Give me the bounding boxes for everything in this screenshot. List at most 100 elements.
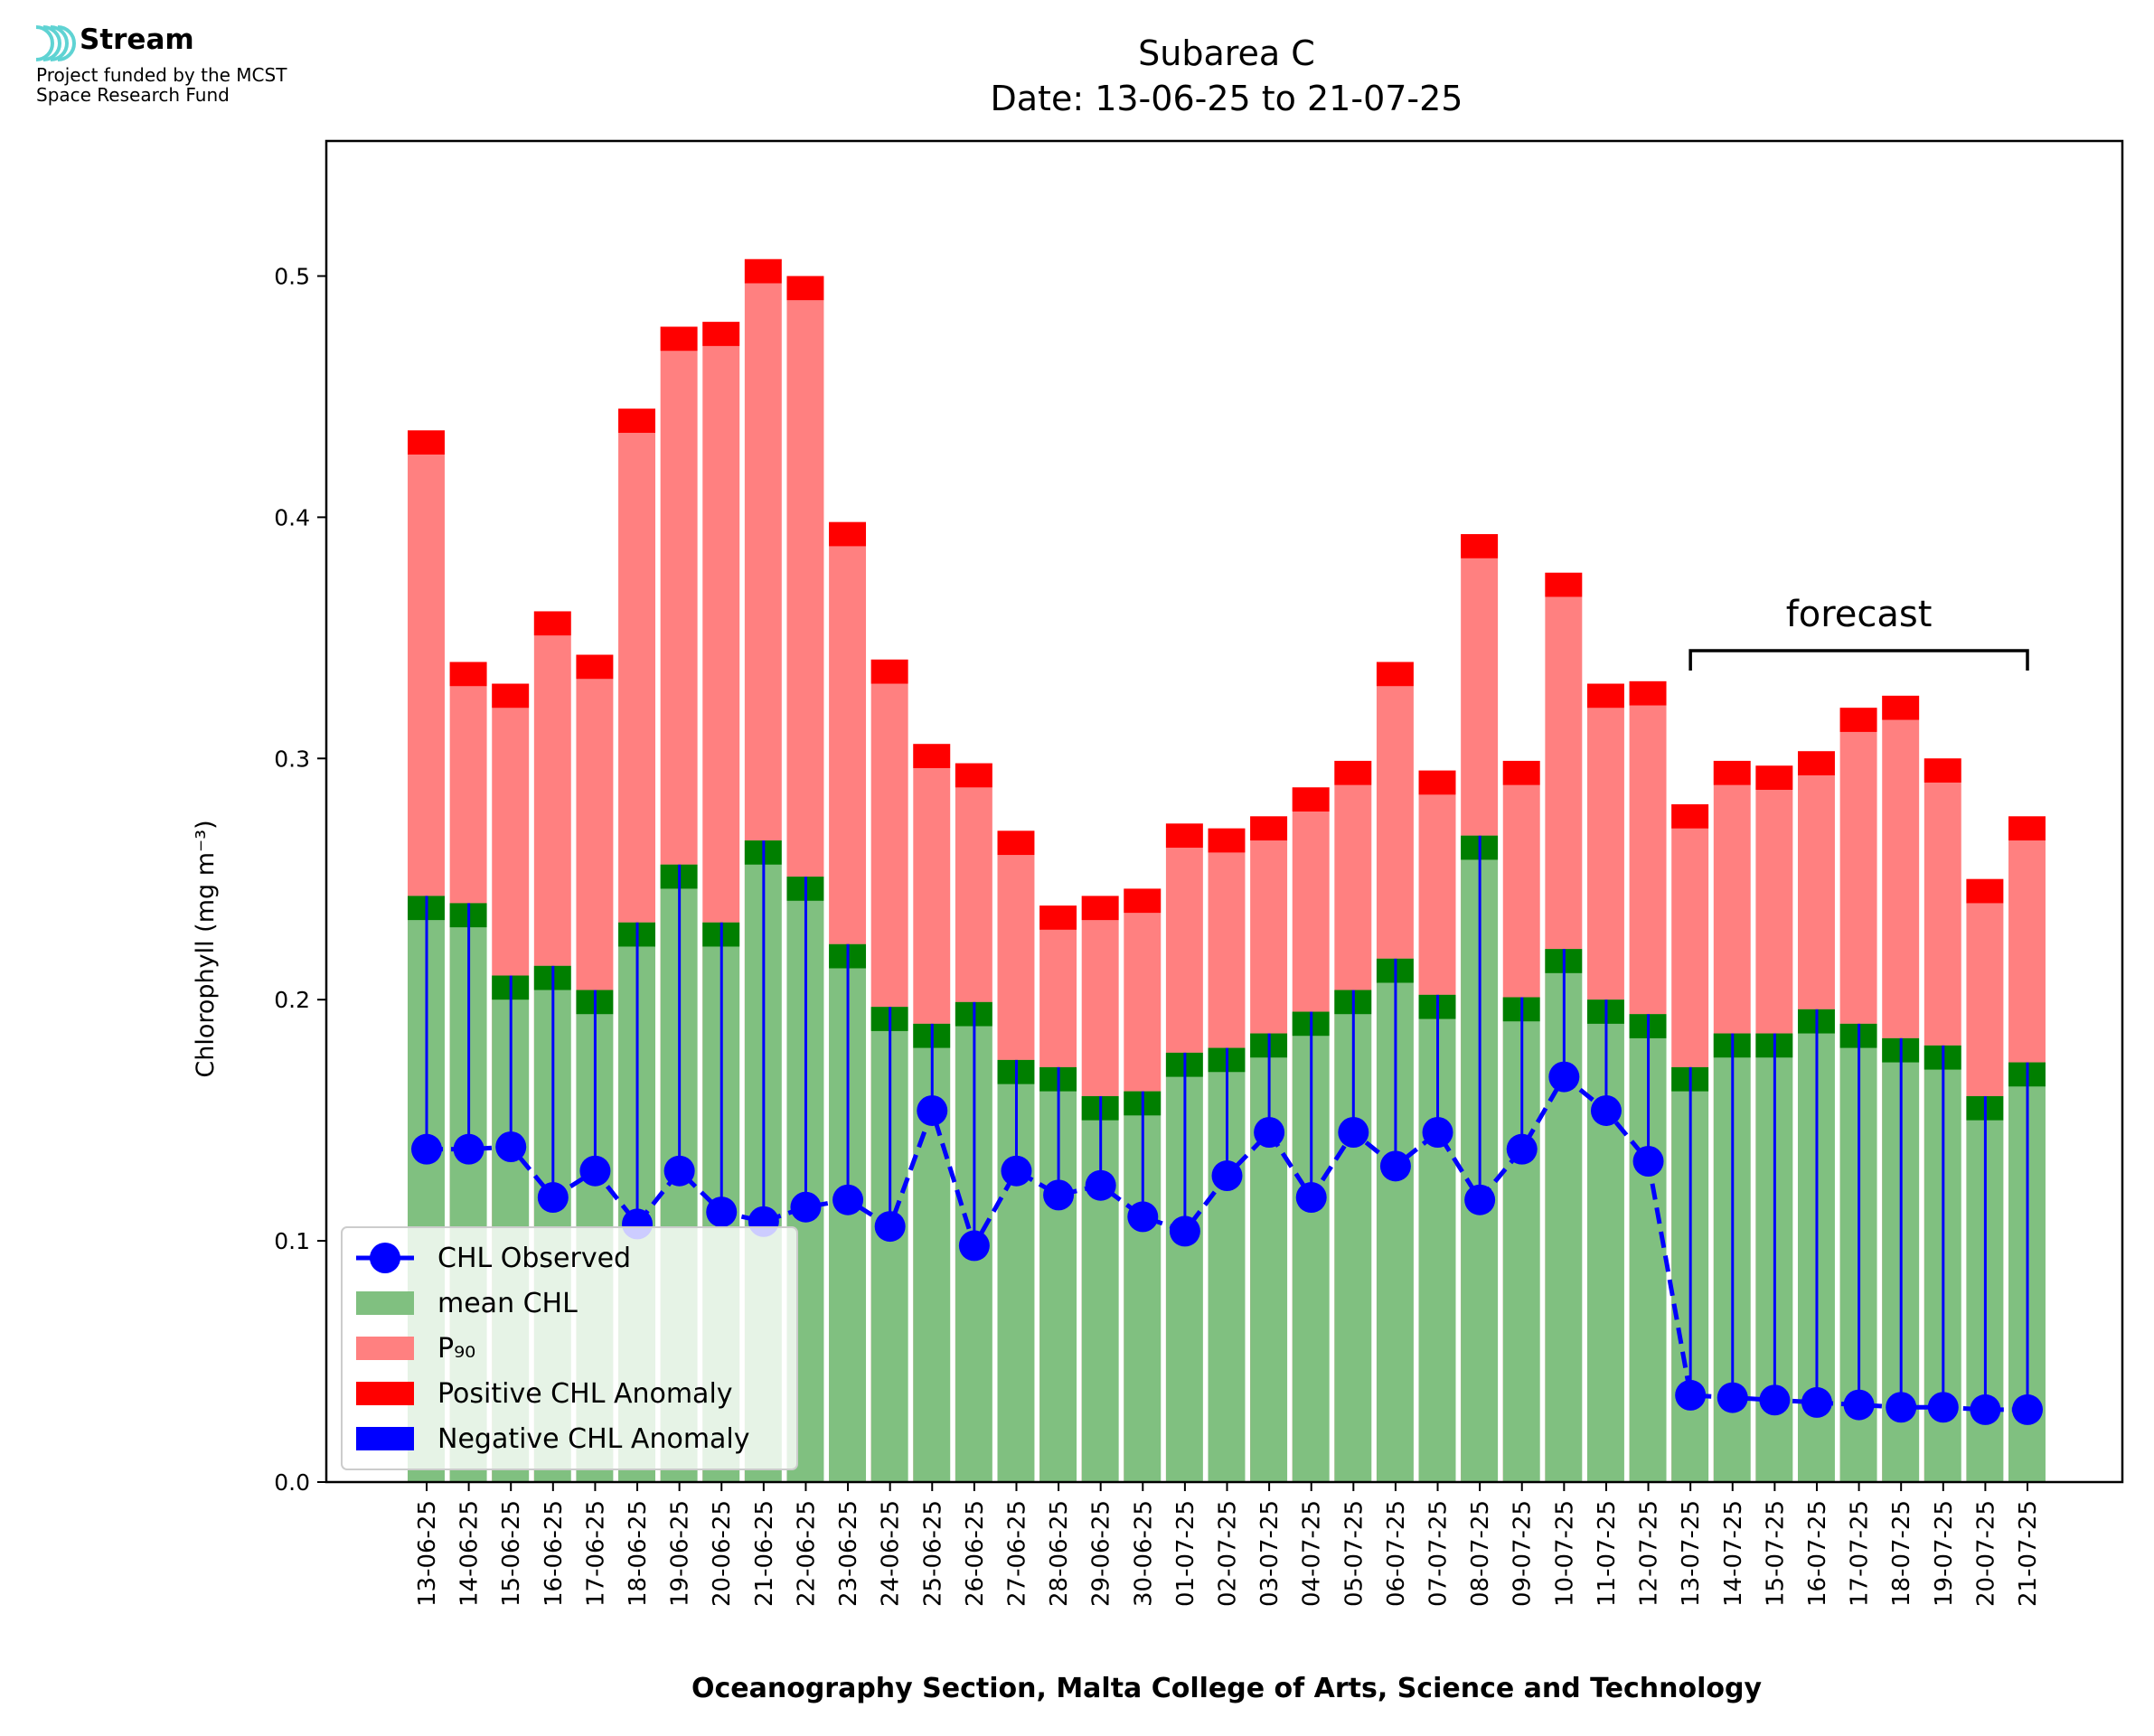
p90-cap [1839, 708, 1878, 732]
x-tick-label: 17-06-25 [582, 1500, 609, 1607]
p90-cap [1671, 803, 1710, 829]
x-tick-label: 18-06-25 [625, 1500, 652, 1607]
legend-marker-swatch [370, 1243, 400, 1273]
legend-swatch [356, 1291, 414, 1315]
observed-point [1632, 1146, 1664, 1178]
legend: CHL Observed mean CHL P₉₀ Positive CHL Anom… [341, 1226, 798, 1470]
y-axis-label: Chlorophyll (mg m⁻³) [192, 820, 220, 1077]
p90-cap [1924, 758, 1962, 783]
y-tick-label: 0.4 [274, 504, 310, 530]
x-tick-label: 06-07-25 [1383, 1500, 1410, 1607]
p90-cap [955, 763, 993, 788]
forecast-label: forecast [1786, 594, 1933, 635]
x-tick-label: 24-06-25 [878, 1500, 905, 1607]
p90-cap [1629, 680, 1668, 706]
p90-cap [1039, 906, 1078, 930]
observed-point [1717, 1382, 1748, 1413]
p90-cap [744, 258, 783, 284]
p90-cap [1418, 770, 1457, 795]
p90-cap [1713, 760, 1752, 785]
x-tick-label: 15-07-25 [1762, 1500, 1789, 1607]
logo-name: Stream [80, 23, 194, 56]
x-tick-label: 21-06-25 [751, 1500, 778, 1607]
p90-cap [1798, 751, 1836, 775]
p90-cap [408, 430, 446, 455]
observed-point [1169, 1215, 1200, 1247]
logo: Stream Project funded by the MCST Space … [33, 23, 287, 105]
observed-point [1085, 1169, 1116, 1201]
p90-cap [1376, 662, 1415, 687]
p90-cap [1081, 896, 1120, 921]
x-tick-label: 01-07-25 [1172, 1500, 1199, 1607]
x-tick-label: 12-07-25 [1636, 1500, 1663, 1607]
observed-point [1379, 1150, 1411, 1182]
observed-point [958, 1230, 990, 1262]
legend-label: CHL Observed [437, 1243, 631, 1274]
observed-point [790, 1191, 822, 1223]
x-tick-label: 13-07-25 [1678, 1500, 1705, 1607]
p90-cap [1966, 878, 2005, 904]
legend-label: Positive CHL Anomaly [437, 1378, 733, 1410]
x-tick-label: 17-07-25 [1847, 1500, 1874, 1607]
observed-point [1254, 1116, 1285, 1148]
x-tick-label: 04-07-25 [1299, 1500, 1326, 1607]
p90-cap [702, 322, 741, 346]
observed-point [1464, 1184, 1496, 1215]
legend-swatch [356, 1337, 414, 1360]
observed-point [1001, 1155, 1032, 1187]
p90-cap [618, 408, 656, 433]
p90-cap [492, 683, 531, 708]
x-tick-label: 30-06-25 [1130, 1500, 1157, 1607]
legend-swatch [356, 1382, 414, 1405]
observed-point [1590, 1094, 1622, 1126]
observed-point [495, 1131, 527, 1162]
observed-point [411, 1133, 442, 1165]
chart-subtitle: Date: 13-06-25 to 21-07-25 [991, 79, 1463, 118]
p90-cap [829, 521, 868, 547]
x-tick-label: 22-06-25 [793, 1500, 820, 1607]
observed-point [579, 1155, 611, 1187]
x-tick-label: 16-07-25 [1804, 1500, 1831, 1607]
legend-label: mean CHL [437, 1288, 578, 1319]
observed-point [663, 1155, 695, 1187]
legend-label: P₉₀ [437, 1333, 475, 1365]
x-tick-label: 03-07-25 [1256, 1500, 1284, 1607]
p90-cap [2008, 816, 2046, 841]
logo-subtitle-line2: Space Research Fund [36, 84, 230, 106]
p90-cap [1292, 787, 1331, 812]
p90-cap [1586, 683, 1625, 708]
observed-point [537, 1182, 569, 1214]
observed-point [1886, 1392, 1917, 1423]
observed-point [1127, 1201, 1159, 1233]
p90-cap [1165, 823, 1204, 849]
legend-box [341, 1226, 798, 1470]
p90-cap [1882, 695, 1921, 720]
logo-subtitle-line1: Project funded by the MCST [36, 64, 287, 86]
x-tick-label: 09-07-25 [1510, 1500, 1537, 1607]
x-tick-label: 20-06-25 [709, 1500, 736, 1607]
x-tick-label: 19-06-25 [667, 1500, 694, 1607]
y-tick-label: 0.1 [274, 1228, 310, 1254]
x-tick-label: 26-06-25 [962, 1500, 989, 1607]
observed-point [1338, 1116, 1369, 1148]
p90-cap [1461, 534, 1500, 558]
x-tick-label: 27-06-25 [1003, 1500, 1030, 1607]
p90-cap [1755, 765, 1794, 790]
p90-cap [660, 326, 699, 352]
x-tick-label: 11-07-25 [1594, 1500, 1621, 1607]
x-tick-label: 29-06-25 [1088, 1500, 1115, 1607]
observed-point [1675, 1379, 1707, 1411]
y-tick-label: 0.3 [274, 746, 310, 772]
x-tick-label: 14-07-25 [1720, 1500, 1747, 1607]
x-tick-label: 25-06-25 [919, 1500, 946, 1607]
stream-waves-icon [35, 25, 76, 61]
observed-point [1801, 1386, 1832, 1418]
y-tick-label: 0.0 [274, 1469, 310, 1496]
p90-cap [1124, 888, 1162, 914]
chart-title: Subarea C [1138, 33, 1315, 73]
legend-swatch [356, 1427, 414, 1450]
x-tick-label: 05-07-25 [1340, 1500, 1368, 1607]
x-tick-label: 19-07-25 [1931, 1500, 1958, 1607]
plot-area: 0.0 0.1 0.2 0.3 0.4 0.5 13-06-25 14-06-25 15-06-… [274, 139, 2124, 1607]
